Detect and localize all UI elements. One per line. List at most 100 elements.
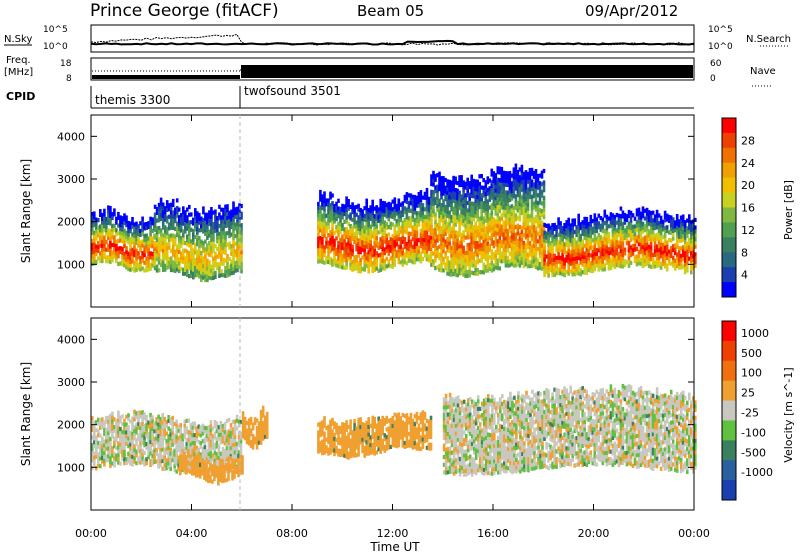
heatmap-cell <box>415 218 419 223</box>
heatmap-cell <box>506 221 510 226</box>
heatmap-cell <box>452 229 455 234</box>
heatmap-cell <box>405 245 409 251</box>
heatmap-cell <box>673 262 677 267</box>
heatmap-cell <box>419 259 423 264</box>
heatmap-cell <box>129 430 132 435</box>
heatmap-cell <box>240 242 243 247</box>
heatmap-cell <box>496 196 500 202</box>
heatmap-cell <box>496 231 500 236</box>
heatmap-cell <box>532 170 536 176</box>
heatmap-cell <box>192 256 195 261</box>
noise-panel-frame <box>90 24 695 53</box>
heatmap-cell <box>502 236 506 241</box>
heatmap-cell <box>173 234 177 239</box>
heatmap-cell <box>601 244 605 249</box>
heatmap-cell <box>161 256 165 261</box>
heatmap-cell <box>581 254 584 259</box>
heatmap-cell <box>369 216 372 221</box>
heatmap-cell <box>571 226 574 231</box>
heatmap-cell <box>147 451 150 456</box>
heatmap-cell <box>452 248 455 253</box>
heatmap-cell <box>508 217 512 222</box>
heatmap-cell <box>571 272 574 277</box>
heatmap-cell <box>538 215 542 220</box>
heatmap-cell <box>131 247 134 252</box>
heatmap-cell <box>427 239 431 244</box>
heatmap-cell <box>603 209 607 214</box>
heatmap-cell <box>545 269 548 275</box>
heatmap-cell <box>430 212 433 217</box>
heatmap-cell <box>651 233 655 238</box>
heatmap-cell <box>125 433 128 439</box>
heatmap-cell <box>179 213 183 218</box>
heatmap-cell <box>440 191 443 196</box>
heatmap-cell <box>423 226 427 231</box>
heatmap-cell <box>587 221 591 227</box>
heatmap-cell <box>555 244 558 249</box>
heatmap-cell <box>351 236 354 242</box>
heatmap-cell <box>472 201 475 207</box>
heatmap-cell <box>237 431 241 436</box>
heatmap-cell <box>115 255 118 260</box>
heatmap-cell <box>599 223 603 228</box>
heatmap-cell <box>107 454 110 459</box>
heatmap-cell <box>683 262 687 267</box>
heatmap-cell <box>464 223 467 229</box>
heatmap-cell <box>460 232 463 237</box>
heatmap-cell <box>629 218 633 223</box>
heatmap-cell <box>484 257 488 262</box>
heatmap-cell <box>512 251 516 256</box>
heatmap-cell <box>153 440 156 445</box>
heatmap-cell <box>679 227 683 232</box>
heatmap-cell <box>593 221 597 226</box>
heatmap-cell <box>559 236 562 241</box>
heatmap-cell <box>329 230 332 235</box>
heatmap-cell <box>619 225 623 230</box>
heatmap-cell <box>474 187 477 192</box>
heatmap-cell <box>167 260 171 265</box>
heatmap-cell <box>510 223 514 228</box>
heatmap-cell <box>187 418 191 423</box>
heatmap-cell <box>579 249 582 254</box>
heatmap-cell <box>225 434 229 439</box>
heatmap-cell <box>133 413 136 418</box>
heatmap-cell <box>101 417 104 422</box>
heatmap-cell <box>188 204 191 210</box>
heatmap-cell <box>194 208 197 213</box>
heatmap-cell <box>613 245 617 250</box>
heatmap-cell <box>329 195 332 200</box>
heatmap-cell <box>446 221 449 226</box>
heatmap-cell <box>611 221 615 226</box>
heatmap-cell <box>470 255 473 260</box>
heatmap-cell <box>690 243 693 248</box>
heatmap-cell <box>555 229 558 234</box>
heatmap-cell <box>514 182 518 187</box>
heatmap-cell <box>193 444 197 449</box>
heatmap-cell <box>149 462 152 468</box>
heatmap-cell <box>163 466 166 471</box>
heatmap-cell <box>484 264 488 269</box>
heatmap-cell <box>661 246 665 251</box>
power-heatmap <box>91 163 697 283</box>
heatmap-cell <box>125 437 128 442</box>
heatmap-cell <box>655 209 659 214</box>
heatmap-cell <box>496 216 500 221</box>
heatmap-cell <box>153 258 157 263</box>
heatmap-cell <box>359 250 362 255</box>
heatmap-cell <box>581 220 584 225</box>
heatmap-cell <box>675 217 679 223</box>
heatmap-cell <box>508 240 512 245</box>
heatmap-cell <box>183 427 187 432</box>
heatmap-cell <box>198 216 201 221</box>
heatmap-cell <box>536 231 540 236</box>
heatmap-cell <box>119 415 122 420</box>
heatmap-cell <box>226 211 229 217</box>
heatmap-cell <box>375 212 378 217</box>
heatmap-cell <box>155 428 158 433</box>
heatmap-cell <box>667 230 671 235</box>
heatmap-cell <box>197 424 201 429</box>
heatmap-cell <box>224 239 227 244</box>
heatmap-cell <box>474 221 477 226</box>
heatmap-cell <box>488 266 492 271</box>
heatmap-cell <box>373 214 376 219</box>
